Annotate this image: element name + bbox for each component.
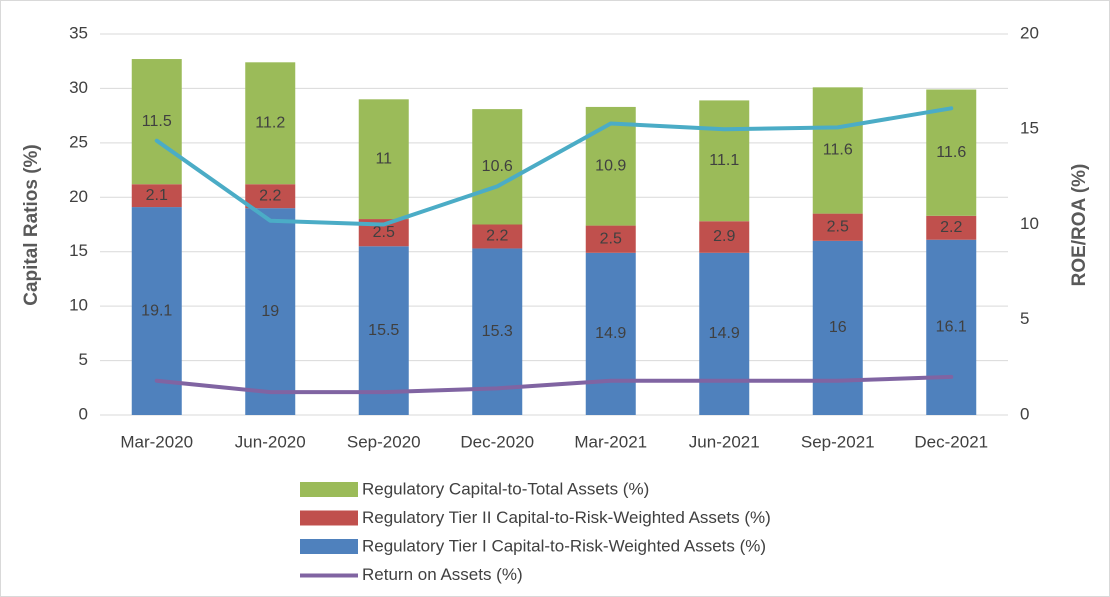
data-label: 2.5 [600, 230, 622, 247]
y-tick-label: 20 [69, 187, 88, 206]
y2-tick-label: 0 [1020, 404, 1029, 423]
data-label: 16.1 [936, 319, 967, 336]
data-label: 11.5 [142, 113, 172, 130]
line [154, 374, 954, 395]
bar-segment [245, 208, 296, 415]
data-label: 2.5 [827, 218, 849, 235]
legend-swatch [300, 482, 358, 497]
data-label: 11.6 [823, 142, 853, 159]
x-tick-label: Jun-2020 [235, 432, 306, 451]
legend-label: Return on Assets (%) [362, 565, 523, 584]
legend-label: Regulatory Tier II Capital-to-Risk-Weigh… [362, 508, 771, 527]
x-tick-label: Dec-2021 [914, 432, 988, 451]
bar-segment [926, 215, 977, 240]
data-label: 2.2 [259, 187, 281, 204]
x-tick-label: Jun-2021 [689, 432, 760, 451]
data-label: 15.5 [368, 322, 399, 339]
data-label: 19.1 [141, 302, 172, 319]
y-tick-label: 5 [79, 350, 88, 369]
legend-swatch [300, 539, 358, 554]
bar-segment [585, 252, 636, 415]
y-tick-label: 30 [69, 78, 88, 97]
bar-segment [472, 109, 523, 225]
y2-tick-label: 10 [1020, 214, 1039, 233]
x-tick-label: Mar-2020 [120, 432, 193, 451]
bar-segment [812, 240, 863, 415]
y2-tick-label: 15 [1020, 119, 1039, 138]
data-label: 14.9 [709, 325, 740, 342]
data-label: 11 [375, 150, 392, 167]
y-tick-label: 10 [69, 296, 88, 315]
legend-label: Regulatory Tier I Capital-to-Risk-Weight… [362, 536, 766, 555]
data-label: 15.3 [482, 323, 513, 340]
x-tick-label: Mar-2021 [574, 432, 647, 451]
bar-segment [358, 246, 409, 415]
legend-swatch [300, 510, 358, 526]
y2-tick-label: 20 [1020, 23, 1039, 42]
bar-segment [585, 225, 636, 253]
data-label: 19 [261, 303, 279, 320]
line [154, 106, 954, 227]
data-label: 2.2 [940, 219, 962, 236]
y-tick-label: 15 [69, 241, 88, 260]
data-label: 2.9 [713, 228, 735, 245]
x-tick-label: Dec-2020 [460, 432, 534, 451]
data-label: 2.5 [373, 224, 395, 241]
data-label: 2.1 [146, 187, 168, 204]
bar-segment [358, 99, 409, 220]
data-label: 10.9 [595, 157, 626, 174]
bar-segment [812, 87, 863, 214]
data-label: 11.1 [709, 152, 739, 169]
bar-segment [472, 224, 523, 249]
data-label: 10.6 [482, 158, 513, 175]
y-axis-title: Capital Ratios (%) [21, 144, 42, 306]
y2-tick-label: 5 [1020, 309, 1029, 328]
data-label: 16 [829, 319, 847, 336]
data-label: 2.2 [486, 228, 508, 245]
bar-segment [131, 184, 182, 208]
bar-segment [585, 106, 636, 226]
bar-segment [812, 213, 863, 241]
bar-segment [131, 59, 182, 185]
data-label: 11.2 [255, 114, 285, 131]
y-tick-label: 35 [69, 23, 88, 42]
bar-segment [926, 239, 977, 415]
y-tick-label: 0 [79, 404, 88, 423]
bar-segment [699, 252, 750, 415]
bar-segment [245, 184, 296, 209]
x-tick-label: Sep-2021 [801, 432, 875, 451]
bar-segment [245, 62, 296, 185]
legend-label: Regulatory Capital-to-Total Assets (%) [362, 479, 649, 498]
bar-segment [699, 221, 750, 253]
x-tick-label: Sep-2020 [347, 432, 421, 451]
y2-axis-title: ROE/ROA (%) [1069, 164, 1090, 287]
data-label: 14.9 [595, 325, 626, 342]
data-label: 11.6 [936, 144, 966, 161]
y-tick-label: 25 [69, 132, 88, 151]
bar-segment [699, 100, 750, 222]
